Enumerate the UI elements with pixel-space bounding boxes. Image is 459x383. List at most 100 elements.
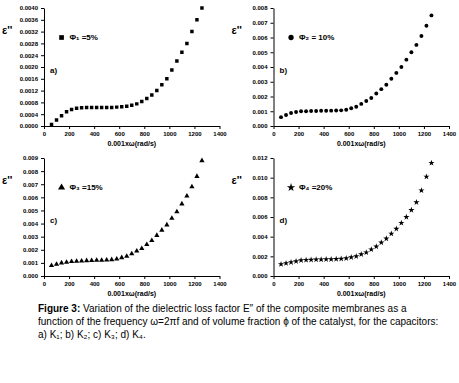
x-tick-label: 200 [294,281,305,287]
y-tick-label: 0.000 [252,123,268,129]
x-tick: 800 [369,276,380,287]
point [344,108,348,112]
point [199,158,204,163]
caption-text: Variation of the dielectric loss factor … [38,303,438,340]
y-axis-line [274,9,275,127]
y-tick: 0.0024 [20,53,44,59]
y-tick-mark [41,224,44,225]
x-tick-label: 1000 [393,131,407,137]
point [174,209,179,214]
point [75,107,78,110]
x-tick: 400 [319,276,330,287]
x-tick-label: 1400 [213,131,227,137]
y-tick-label: 0.006 [252,35,268,41]
x-tick-label: 0 [43,281,47,287]
y-tick: 0.0028 [20,41,44,47]
x-tick-mark [69,126,70,129]
y-tick-label: 0.0036 [20,17,39,23]
point [364,99,368,103]
y-tick: 0.0020 [20,64,44,70]
y-tick: 0.0032 [20,29,44,35]
point [125,105,128,108]
y-tick-label: 0.0012 [20,88,39,94]
x-tick-mark [449,126,450,129]
y-tick-mark [41,126,44,127]
point [359,102,363,106]
x-tick: 1000 [163,126,177,137]
y-tick: 0.000 [252,123,273,129]
x-tick-mark [169,126,170,129]
y-tick: 0.007 [23,182,44,188]
panel: 02004006008001000120014000.00000.00040.0… [2,5,227,148]
point [184,193,189,198]
point [59,260,64,265]
y-tick-mark [271,256,274,257]
x-tick-label: 0 [43,131,47,137]
point [408,207,414,213]
y-axis-line [44,9,45,127]
y-axis-line [44,159,45,277]
y-tick-label: 0.0028 [20,41,39,47]
point [99,257,104,262]
point [384,83,388,87]
y-tick-mark [41,79,44,80]
x-tick-mark [349,276,350,279]
x-tick-label: 1000 [163,131,177,137]
y-tick-mark [271,158,274,159]
x-tick: 1200 [418,276,432,287]
point [95,106,98,109]
point [354,105,358,109]
legend: Φ₂ = 10% [288,33,334,42]
x-axis-line [274,276,450,277]
panel-label: a) [50,66,57,75]
y-tick-mark [41,8,44,9]
point [65,110,68,113]
x-tick-mark [194,276,195,279]
point [79,258,84,263]
y-tick: 0.0008 [20,100,44,106]
x-tick: 1000 [393,276,407,287]
y-tick: 0.006 [252,35,273,41]
y-axis-title: ε'' [232,24,243,36]
point [328,256,334,262]
x-tick: 0 [43,276,47,287]
y-tick-mark [41,114,44,115]
point [419,34,423,38]
point [100,106,103,109]
x-tick-label: 0 [272,131,276,137]
x-tick: 1400 [443,276,457,287]
x-tick: 1400 [213,276,227,287]
y-tick-mark [271,97,274,98]
y-tick: 0.0016 [20,76,44,82]
x-tick-label: 400 [319,281,330,287]
x-tick-mark [94,276,95,279]
y-tick: 0.012 [252,155,273,161]
x-tick-label: 1200 [188,131,202,137]
x-tick-mark [119,276,120,279]
y-tick-label: 0.005 [252,50,268,56]
x-tick: 0 [43,126,47,137]
y-tick-mark [41,263,44,264]
legend-label: Φ₄ =20% [299,183,332,192]
y-tick-label: 0.004 [252,64,268,70]
plot-area [49,158,205,267]
point [160,83,163,86]
y-tick-mark [41,67,44,68]
point [403,214,409,220]
y-tick: 0.008 [252,195,273,201]
point [70,108,73,111]
x-tick-mark [144,276,145,279]
panel: 02004006008001000120014000.0000.0020.004… [232,155,457,298]
x-tick-mark [220,276,221,279]
point [429,13,433,17]
y-tick-mark [41,276,44,277]
point [120,105,123,108]
y-tick-mark [41,237,44,238]
x-tick-mark [220,126,221,129]
point [284,113,288,117]
point [369,96,373,100]
y-tick-label: 0.0024 [20,53,39,59]
x-tick: 600 [344,276,355,287]
x-tick-label: 800 [369,131,380,137]
point [64,259,69,264]
